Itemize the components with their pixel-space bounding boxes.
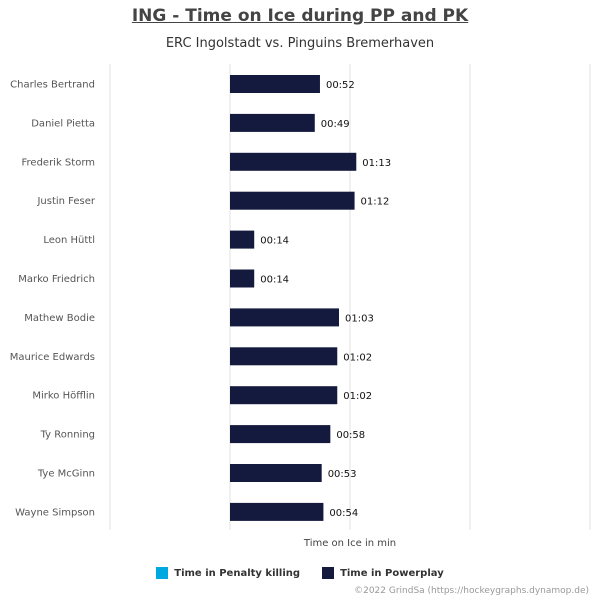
category-label: Marko Friedrich xyxy=(18,274,95,285)
credit-text: ©2022 GrindSa (https://hockeygraphs.dyna… xyxy=(354,586,589,596)
data-label: 00:53 xyxy=(328,469,357,480)
data-label: 00:58 xyxy=(336,430,365,441)
chart-subtitle: ERC Ingolstadt vs. Pinguins Bremerhaven xyxy=(165,36,435,51)
category-label: Mathew Bodie xyxy=(24,313,95,324)
bar-powerplay xyxy=(230,152,357,171)
category-label: Mirko Höfflin xyxy=(32,391,95,402)
data-label: 00:14 xyxy=(260,275,289,286)
data-label: 01:02 xyxy=(343,352,372,363)
category-label: Charles Bertrand xyxy=(10,80,95,91)
data-label: 00:49 xyxy=(321,119,350,130)
legend-label-pk: Time in Penalty killing xyxy=(174,567,301,579)
category-label: Frederik Storm xyxy=(22,157,96,168)
data-label: 00:54 xyxy=(329,508,358,519)
legend-swatch-pk xyxy=(156,567,169,579)
data-label: 01:12 xyxy=(361,197,390,208)
bar-powerplay xyxy=(230,113,315,132)
chart-title: ING - Time on Ice during PP and PK xyxy=(131,6,469,26)
bar-powerplay xyxy=(230,464,322,482)
bar-powerplay xyxy=(230,502,324,521)
legend-item-pp[interactable]: Time in Powerplay xyxy=(322,567,444,579)
data-label: 01:02 xyxy=(343,391,372,402)
bar-powerplay xyxy=(230,230,255,249)
data-label: 01:03 xyxy=(345,313,374,324)
data-label: 01:13 xyxy=(362,158,391,169)
category-label: Ty Ronning xyxy=(40,430,95,441)
bar-powerplay xyxy=(230,347,338,366)
bar-powerplay xyxy=(230,386,338,405)
x-axis-label: Time on Ice in min xyxy=(303,538,396,549)
legend-item-pk[interactable]: Time in Penalty killing xyxy=(156,567,300,579)
category-label: Maurice Edwards xyxy=(10,352,95,363)
category-label: Tye McGinn xyxy=(37,469,95,480)
bar-powerplay xyxy=(230,75,320,93)
data-label: 00:52 xyxy=(326,80,355,91)
legend: Time in Penalty killing Time in Powerpla… xyxy=(0,567,600,579)
bar-powerplay xyxy=(230,269,255,288)
data-label: 00:14 xyxy=(260,236,289,247)
bar-powerplay xyxy=(230,425,331,444)
legend-label-pp: Time in Powerplay xyxy=(340,567,444,579)
bar-powerplay xyxy=(230,308,339,327)
legend-swatch-pp xyxy=(322,567,335,579)
bar-powerplay xyxy=(230,191,355,210)
category-label: Justin Feser xyxy=(36,196,95,207)
category-label: Leon Hüttl xyxy=(43,235,95,246)
category-label: Daniel Pietta xyxy=(31,118,95,129)
bar-chart: Charles Bertrand 00:52 Daniel Pietta 00:49 F… xyxy=(10,64,591,549)
category-label: Wayne Simpson xyxy=(15,507,95,518)
